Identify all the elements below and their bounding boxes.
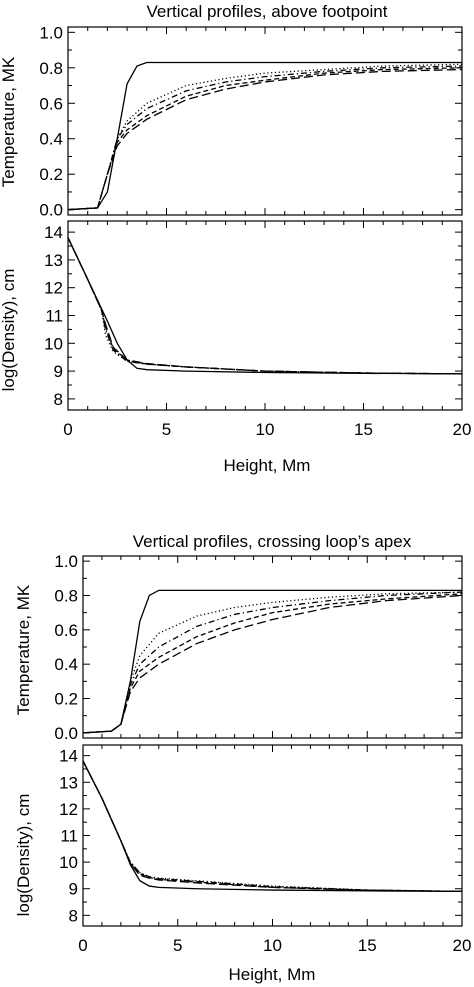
top-temperature-frame [67, 26, 463, 216]
top-density-xtick-label: 20 [453, 420, 472, 439]
top-temperature-ytick-label: 0.6 [39, 94, 63, 113]
bottom-density-series-line-longdash [82, 760, 463, 893]
bottom-temperature-ytick-label: 0.6 [54, 621, 78, 640]
bottom-density-ytick-label: 9 [69, 880, 78, 899]
bottom-temperature-series-line-solid [82, 589, 462, 734]
bottom-density-ytick-label: 11 [60, 827, 78, 846]
top-temperature-series-line-dashed [67, 67, 463, 211]
bottom-temperature-series-line-dashdot [82, 591, 463, 734]
bottom-temperature-series-line-dashed [82, 593, 463, 734]
bottom-density-ytick-label: 13 [59, 773, 78, 792]
bottom-density-series-line-dotted [82, 760, 463, 893]
top-temperature-series-line-solid [67, 61, 462, 211]
panel-bottom-temperature: Vertical profiles, crossing loop’s apex … [14, 532, 463, 743]
bottom-density-ytick-label: 14 [59, 747, 78, 766]
bottom-figure-title: Vertical profiles, crossing loop’s apex [133, 532, 412, 551]
top-temperature-ytick-label: 1.0 [39, 23, 63, 42]
bottom-density-series-line-solid [82, 760, 463, 893]
bottom-density-series-line-dashdot [82, 760, 463, 893]
bottom-density-xtick-label: 20 [453, 936, 472, 955]
top-temperature-ytick-label: 0.0 [39, 201, 63, 220]
bottom-temperature-series-line-dotted [82, 591, 463, 734]
top-density-series-line-dashed [67, 237, 463, 375]
top-temperature-ytick-label: 0.8 [39, 59, 63, 78]
bottom-density-frame [82, 744, 463, 927]
top-density-series-line-longdash [67, 237, 463, 375]
bottom-temperature-frame [82, 555, 463, 739]
bottom-density-ytick-label: 8 [69, 906, 78, 925]
top-density-xtick-label: 0 [63, 420, 72, 439]
panel-top-density: log(Density), cm Height, Mm 8 9 10 11 12 13 14… [0, 220, 472, 475]
top-density-frame [67, 220, 463, 411]
top-density-ytick-label: 10 [44, 334, 63, 353]
top-figure-title: Vertical profiles, above footpoint [147, 2, 388, 21]
top-density-series-line-dotted [67, 237, 463, 375]
top-density-ytick-label: 9 [54, 362, 63, 381]
bottom-temperature-ytick-label: 0.8 [54, 586, 78, 605]
bottom-density-xtick-label: 15 [358, 936, 377, 955]
bottom-temperature-series-line-longdash [82, 594, 463, 734]
bottom-density-xtick-label: 0 [78, 936, 87, 955]
panel-top-temperature: Vertical profiles, above footpoint Tempe… [0, 2, 463, 220]
bottom-density-ytick-label: 10 [59, 853, 78, 872]
panel-bottom-density: log(Density), cm Height, Mm 8 9 10 11 12 13 14… [14, 744, 472, 984]
bottom-temperature-ytick-label: 0.4 [54, 655, 78, 674]
bottom-density-ytick-label: 12 [59, 800, 78, 819]
top-density-ytick-label: 14 [44, 223, 63, 242]
bottom-density-xlabel: Height, Mm [229, 965, 316, 984]
bottom-temperature-ylabel: Temperature, MK [14, 584, 33, 715]
bottom-density-xtick-label: 5 [173, 936, 182, 955]
top-density-series-line-solid [67, 237, 463, 375]
top-density-xlabel: Height, Mm [224, 456, 311, 475]
top-density-ytick-label: 13 [44, 251, 63, 270]
bottom-temperature-ytick-label: 1.0 [54, 552, 78, 571]
top-density-ytick-label: 11 [45, 307, 63, 326]
top-temperature-ytick-label: 0.4 [39, 130, 63, 149]
top-temperature-series-line-dashdot [67, 65, 463, 211]
top-density-ytick-label: 12 [44, 279, 63, 298]
top-temperature-series-line-longdash [67, 68, 463, 211]
top-density-ytick-label: 8 [54, 390, 63, 409]
top-temperature-ytick-label: 0.2 [39, 165, 63, 184]
bottom-temperature-ytick-label: 0.0 [54, 724, 78, 743]
top-density-ylabel: log(Density), cm [0, 269, 18, 392]
bottom-density-xtick-label: 10 [263, 936, 282, 955]
bottom-density-ylabel: log(Density), cm [14, 794, 33, 917]
top-temperature-ylabel: Temperature, MK [0, 56, 18, 187]
top-density-xtick-label: 15 [354, 420, 373, 439]
top-density-xtick-label: 10 [256, 420, 275, 439]
bottom-density-series-line-dashed [82, 760, 463, 893]
top-density-xtick-label: 5 [162, 420, 171, 439]
top-density-series-line-dashdot [67, 237, 463, 375]
bottom-temperature-ytick-label: 0.2 [54, 690, 78, 709]
